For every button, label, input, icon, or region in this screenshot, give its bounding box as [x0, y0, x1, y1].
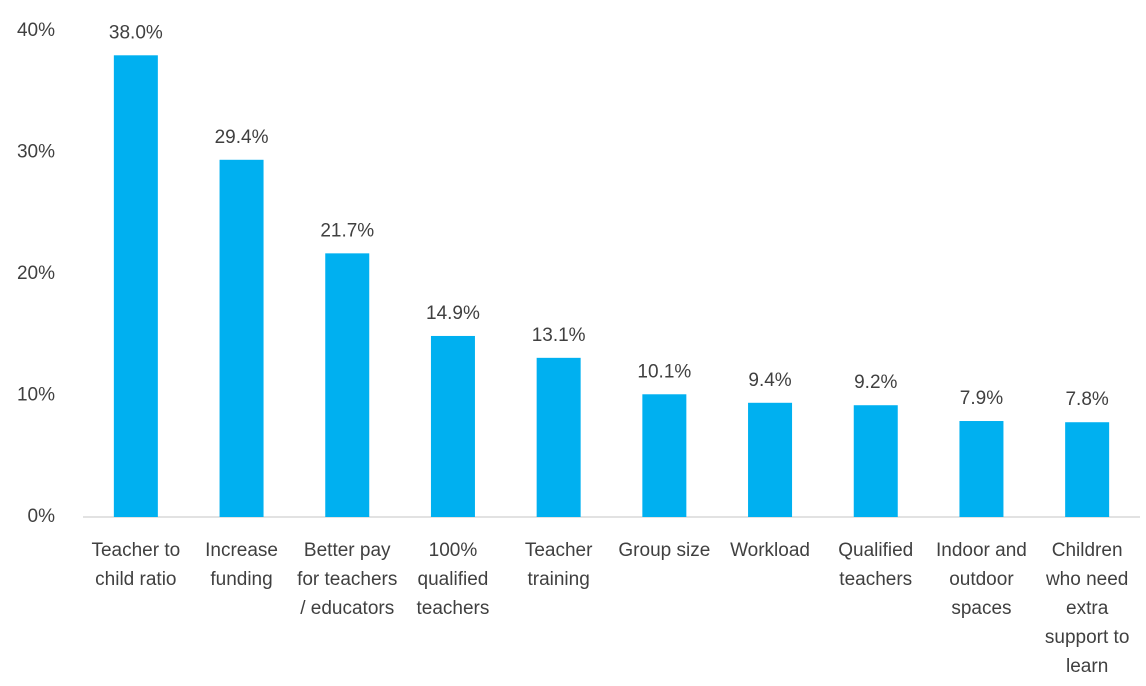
x-tick-label: Qualified teachers — [838, 540, 914, 590]
value-label: 38.0% — [109, 22, 163, 43]
y-tick-label: 10% — [17, 385, 55, 406]
y-tick-label: 40% — [17, 20, 55, 41]
value-label: 10.1% — [637, 361, 691, 382]
bar — [642, 394, 687, 517]
x-tick-label: 100% qualified teachers — [416, 540, 490, 619]
bar — [430, 335, 475, 517]
value-label: 21.7% — [320, 220, 374, 241]
bar — [959, 421, 1004, 517]
bar — [748, 402, 793, 517]
value-label: 29.4% — [215, 127, 269, 148]
bar — [113, 55, 158, 518]
bar — [853, 405, 898, 517]
y-tick-label: 0% — [28, 506, 56, 527]
y-tick-label: 30% — [17, 142, 55, 163]
x-tick-label: Indoor and outdoor spaces — [936, 540, 1027, 619]
x-tick-label: Workload — [730, 540, 810, 561]
bar — [219, 159, 264, 518]
x-tick-label: Children who need extra support to learn — [1044, 540, 1130, 677]
x-tick-label: Teacher to child ratio — [91, 540, 181, 590]
bar — [536, 357, 581, 517]
value-label: 9.4% — [748, 370, 791, 391]
bar — [1065, 422, 1110, 517]
value-label: 14.9% — [426, 303, 480, 324]
value-label: 13.1% — [532, 325, 586, 346]
value-label: 9.2% — [854, 372, 897, 393]
y-tick-label: 20% — [17, 263, 55, 284]
x-tick-label: Teacher training — [524, 540, 593, 590]
bar — [325, 253, 370, 517]
x-tick-label: Increase funding — [205, 540, 278, 590]
x-tick-label: Group size — [618, 540, 711, 561]
value-label: 7.8% — [1065, 389, 1108, 410]
x-tick-label: Better pay for teachers / educators — [297, 540, 398, 619]
value-label: 7.9% — [960, 388, 1003, 409]
